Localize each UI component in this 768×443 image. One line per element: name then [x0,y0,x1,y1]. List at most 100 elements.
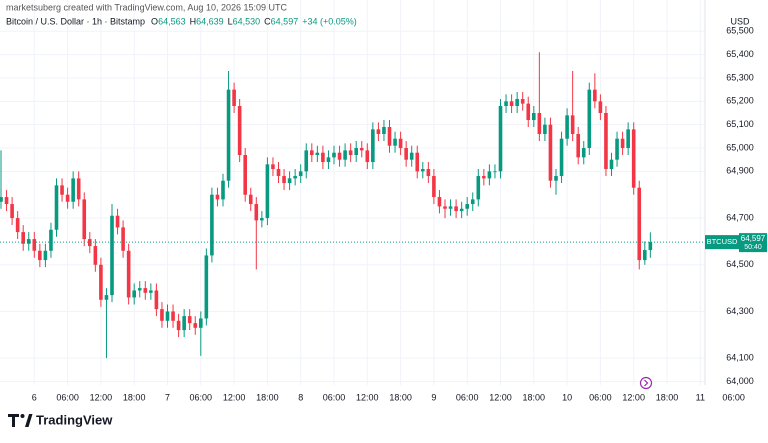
candle-body [76,178,81,200]
x-tick-label: 12:00 [622,392,645,402]
x-tick-label: 11 [696,392,705,402]
candle-body [432,176,436,198]
candle-body [315,152,320,156]
x-tick-label: 06:00 [456,392,479,402]
candle-body [382,127,386,135]
x-tick-label: 6 [32,392,37,402]
candle-body [26,239,31,244]
candle-body [82,199,87,240]
candle-body [559,138,564,177]
candle-body [454,206,458,212]
y-tick-label: 64,900 [726,166,754,176]
candle-body [620,138,625,149]
ohlc-value: 64,597 [271,16,299,26]
y-tick-label: 65,000 [726,142,754,152]
symbol-label: BTCUSD [707,237,738,246]
candle-body [487,171,492,179]
candle-body [176,320,181,331]
candle-body [154,290,159,310]
y-tick-label: 65,100 [726,119,754,129]
x-tick-label: 18:00 [523,392,546,402]
candle-body [404,148,408,160]
ohlc-value: 64,530 [233,16,261,26]
candle-body [276,169,281,177]
x-tick-label: 8 [298,392,303,402]
candle-body [193,323,198,328]
candle-body [310,150,314,156]
candle-body [54,185,59,230]
x-tick-label: 9 [431,392,436,402]
candle-body [409,152,414,160]
candle-body [93,246,98,265]
candle-body [160,309,164,321]
candle-body [121,227,125,251]
candle-body [626,129,630,149]
candle-body [326,157,331,163]
x-tick-label: 12:00 [90,392,113,402]
candle-body [465,204,469,209]
event-marker[interactable] [639,376,653,390]
candle-body [554,176,558,181]
candle-body [104,295,109,300]
y-tick-label: 64,100 [726,353,754,363]
candle-body [304,150,309,172]
x-tick-label: 06:00 [323,392,346,402]
candle-body [348,150,353,156]
overlay: 64,000 64,100 64,300 64,500 64,700 64,900 65,0… [0,0,767,402]
candle-body [165,311,170,321]
y-tick-label: 65,200 [726,96,754,106]
ohlc-key: L [228,16,233,26]
candle-body [237,105,242,156]
candle-body [376,129,381,135]
candle-body [615,138,619,160]
candle-body [354,148,358,156]
candle-body [199,318,203,328]
candle-body [437,197,442,207]
y-tick-label: 64,000 [726,376,754,386]
candle-body [49,229,53,251]
candle-body [149,290,153,293]
candle-body [581,148,586,158]
x-tick-label: 7 [165,392,170,402]
y-tick-label: 65,300 [726,72,754,82]
candle-body [343,150,347,160]
candle-body [187,316,192,324]
candle-body [243,155,247,195]
ohlc-key: H [190,16,197,26]
candle-body [637,187,642,261]
candle-body [0,197,3,202]
candle-body [332,152,336,158]
candle-body [609,159,614,170]
candle-body [565,115,569,139]
candle-body [38,250,42,261]
candle-body [337,152,342,160]
candle-body [371,129,375,163]
x-tick-label: 18:00 [656,392,679,402]
candle-body [398,138,403,149]
candle-body [365,150,370,163]
candles [0,52,653,359]
candle-body [287,178,292,184]
candle-body [43,250,48,261]
candle-body [537,113,542,135]
candle-body [459,208,464,212]
candle-body [15,218,20,233]
candle-body [260,218,264,221]
candle-body [576,134,580,158]
candle-body [604,113,608,170]
attribution: marketsuberg created with TradingView.co… [6,2,287,12]
candle-body [415,152,420,172]
candle-body [232,89,236,106]
candle-body [476,176,481,200]
candle-body [210,194,214,256]
x-tick-label: 06:00 [190,392,213,402]
candle-body [504,101,508,106]
candle-body [137,288,142,291]
ohlc-key: C [264,16,271,26]
candle-body [648,242,653,251]
candle-body [65,194,70,202]
candle-body [110,215,114,296]
candle-body [10,204,14,219]
candle-body [498,105,503,172]
candle-body [598,101,603,114]
